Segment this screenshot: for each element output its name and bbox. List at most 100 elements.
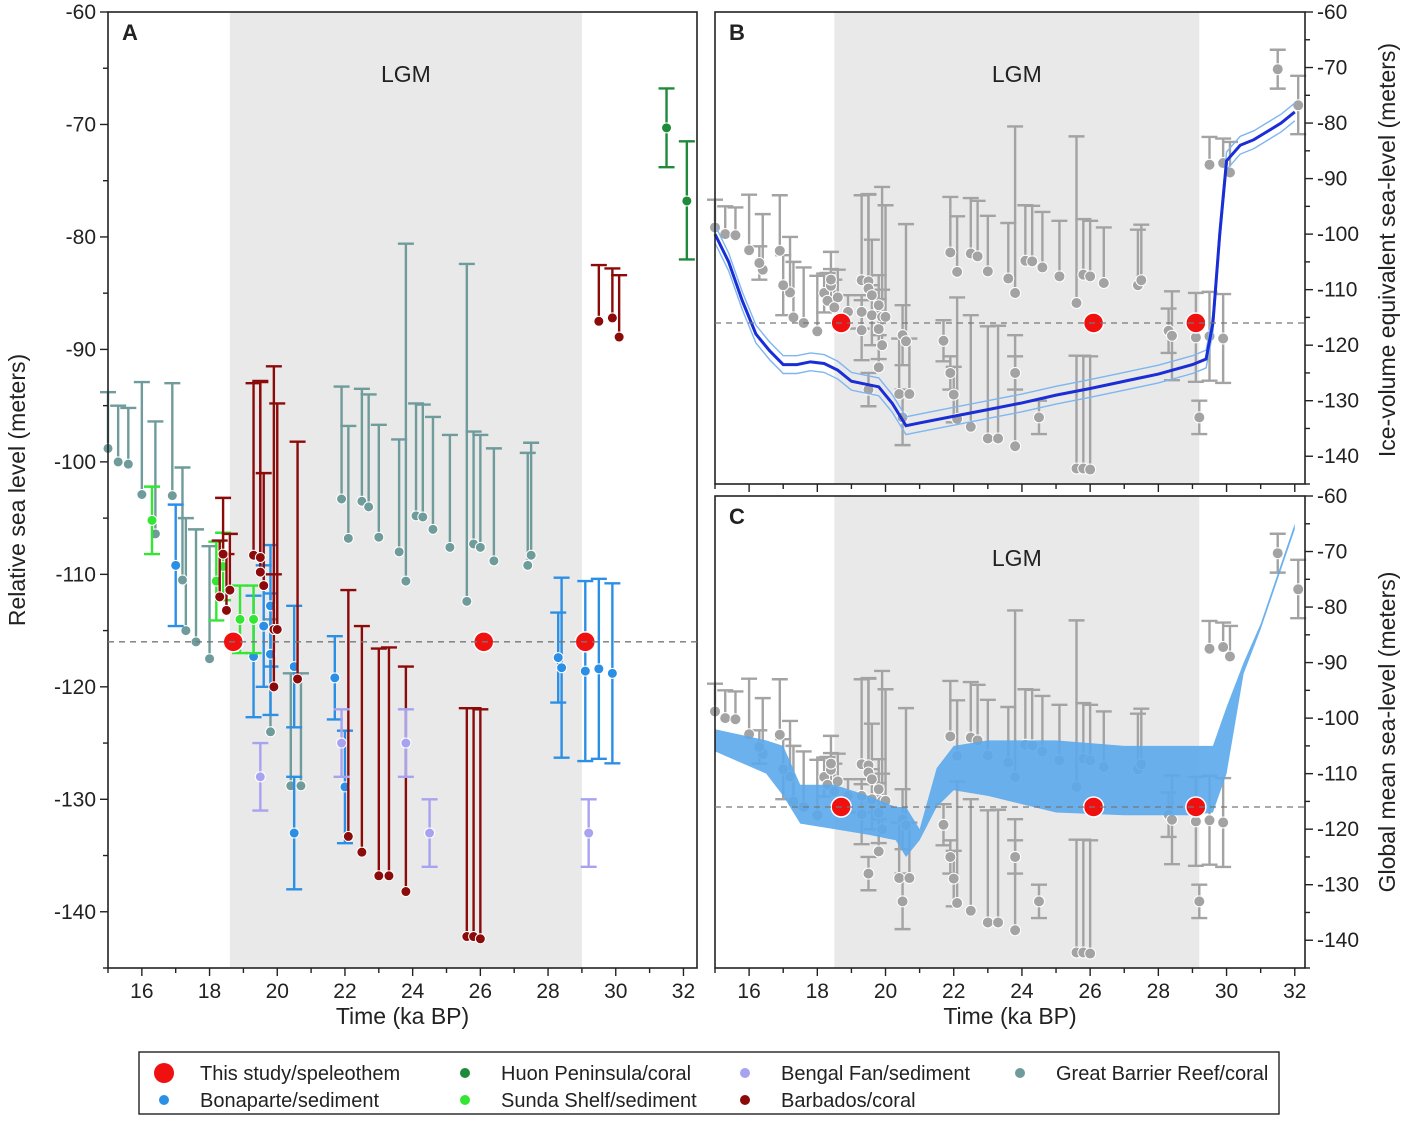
y-tick-label: -110 xyxy=(56,563,96,586)
barbados-coral-point xyxy=(224,584,236,596)
sunda-shelf-sediment-point xyxy=(248,613,260,625)
grey-point xyxy=(1217,641,1230,654)
bonaparte-sediment-point xyxy=(552,652,564,664)
grey-point xyxy=(865,289,878,302)
great-barrier-reef-coral-point xyxy=(444,541,456,553)
barbados-coral-point xyxy=(593,315,605,327)
y-tick-label: -130 xyxy=(54,788,96,811)
grey-point xyxy=(773,728,786,741)
legend-label: Great Barrier Reef/coral xyxy=(1056,1063,1268,1085)
panel-b: -60 -70 -80 -90 -100 -110 -120 -130 -140 B LGM Ice-… xyxy=(707,1,1400,492)
y-tick-label: -120 xyxy=(1317,334,1359,357)
y-tick-label: -80 xyxy=(1317,112,1347,135)
grey-point xyxy=(1203,814,1216,827)
legend-label: Bengal Fan/sediment xyxy=(781,1063,970,1085)
great-barrier-reef-coral-point xyxy=(400,575,412,587)
grey-point xyxy=(824,757,837,770)
huon-peninsula-coral-point xyxy=(661,122,673,134)
great-barrier-reef-coral-point xyxy=(427,523,439,535)
great-barrier-reef-coral-point xyxy=(180,625,192,637)
barbados-coral-point xyxy=(292,673,304,685)
grey-point xyxy=(947,388,960,401)
grey-point xyxy=(1097,276,1110,289)
grey-point xyxy=(1053,270,1066,283)
x-tick-label: 32 xyxy=(1283,980,1306,1003)
x-tick-label: 28 xyxy=(1147,980,1170,1003)
bonaparte-sediment-point xyxy=(288,827,300,839)
lgm-label: LGM xyxy=(992,545,1042,571)
grey-point xyxy=(1292,99,1305,112)
x-tick-label: 16 xyxy=(737,980,760,1003)
y-axis-title-right: Ice-volume equivalent sea-level (meters) xyxy=(1374,43,1400,457)
grey-point xyxy=(1009,440,1022,453)
barbados-coral-point xyxy=(268,681,280,693)
grey-point xyxy=(1009,850,1022,863)
great-barrier-reef-coral-point xyxy=(204,653,216,665)
grey-point xyxy=(1165,329,1178,342)
x-tick-label: 22 xyxy=(333,980,356,1003)
grey-point xyxy=(903,872,916,885)
panel-c: -60 -70 -80 -90 -100 -110 -120 -130 -140 16 18 20 22… xyxy=(707,485,1400,1029)
y-tick-label: -70 xyxy=(66,113,96,136)
grey-point xyxy=(1084,463,1097,476)
panel-letter: C xyxy=(729,504,745,529)
panel-letter: A xyxy=(122,20,138,45)
legend-marker xyxy=(460,1068,470,1078)
grey-point xyxy=(872,323,885,336)
y-tick-label: -120 xyxy=(1317,818,1359,841)
grey-point xyxy=(944,850,957,863)
great-barrier-reef-coral-point xyxy=(522,559,534,571)
grey-point xyxy=(944,246,957,259)
grey-point xyxy=(824,273,837,286)
grey-point xyxy=(743,244,756,257)
great-barrier-reef-coral-point xyxy=(176,574,188,586)
grey-point xyxy=(1032,895,1045,908)
y-tick-label: -130 xyxy=(1317,390,1359,413)
y-tick-label: -80 xyxy=(66,226,96,249)
model-curve xyxy=(713,110,1296,428)
barbados-coral-point xyxy=(474,933,486,945)
grey-point xyxy=(944,366,957,379)
gmsl-band xyxy=(715,523,1295,857)
legend-marker xyxy=(154,1063,174,1083)
grey-point xyxy=(992,916,1005,929)
x-tick-label: 16 xyxy=(130,980,153,1003)
grey-point xyxy=(944,730,957,743)
legend-marker xyxy=(740,1095,750,1105)
grey-point xyxy=(876,339,889,352)
x-axis-title: Time (ka BP) xyxy=(336,1003,469,1029)
grey-point xyxy=(777,279,790,292)
grey-point xyxy=(937,334,950,347)
y-tick-label: -60 xyxy=(1317,1,1347,24)
x-tick-label: 20 xyxy=(874,980,897,1003)
grey-point xyxy=(729,229,742,242)
grey-point xyxy=(1271,63,1284,76)
grey-point xyxy=(729,713,742,726)
x-tick-label: 24 xyxy=(401,980,425,1003)
grey-point xyxy=(1203,158,1216,171)
grey-point xyxy=(784,286,797,299)
barbados-coral-point xyxy=(606,312,618,324)
grey-point xyxy=(1070,296,1083,309)
bonaparte-sediment-point xyxy=(556,662,568,674)
grey-point xyxy=(893,872,906,885)
x-tick-label: 22 xyxy=(942,980,965,1003)
grey-point xyxy=(947,872,960,885)
barbados-coral-point xyxy=(373,870,385,882)
bengal-fan-sediment-point xyxy=(583,827,595,839)
great-barrier-reef-coral-point xyxy=(122,458,134,470)
grey-point xyxy=(1193,411,1206,424)
barbados-coral-point xyxy=(613,331,625,343)
y-tick-label: -100 xyxy=(1317,223,1359,246)
great-barrier-reef-coral-point xyxy=(474,541,486,553)
grey-point xyxy=(1165,813,1178,826)
grey-point xyxy=(1009,924,1022,937)
grey-point xyxy=(719,712,732,725)
plot-frame xyxy=(107,11,698,969)
grey-point xyxy=(1217,816,1230,829)
grey-point xyxy=(896,895,909,908)
x-tick-label: 18 xyxy=(806,980,829,1003)
x-tick-label: 32 xyxy=(672,980,695,1003)
grey-point xyxy=(899,335,912,348)
